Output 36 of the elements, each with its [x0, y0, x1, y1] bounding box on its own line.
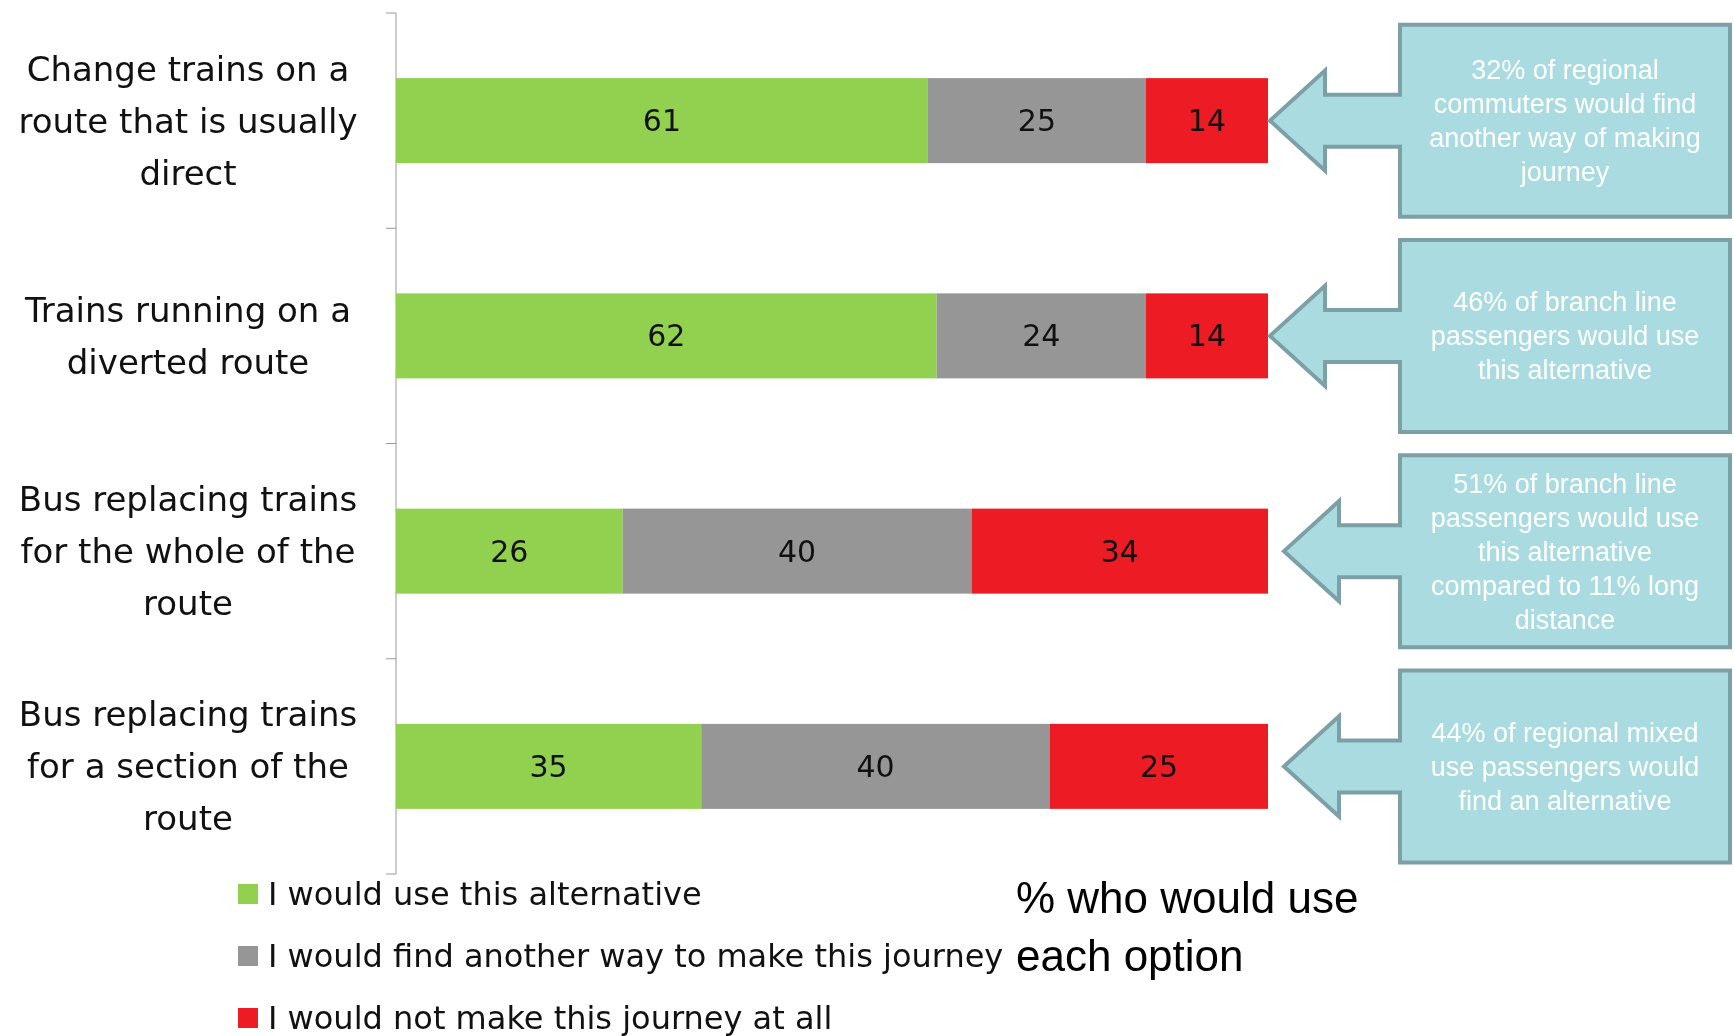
x-axis-title: % who would use each option [1016, 873, 1359, 981]
text: 32% of regional commuters would find another way of making journey [1429, 55, 1701, 188]
bar [927, 78, 1146, 164]
y-tick-label: Change trains on a route that is usually direct [18, 48, 358, 193]
y-tick-label: Bus replacing trains for the whole of the route [18, 479, 358, 624]
bar [1145, 293, 1268, 379]
data-label: 14 [1187, 103, 1227, 139]
bar [396, 78, 928, 164]
bar [622, 508, 972, 594]
data-label: 25 [1017, 103, 1057, 139]
y-tick-label: Trains running on a diverted route [23, 289, 352, 382]
data-label: 62 [647, 318, 686, 354]
text: 46% of branch line passengers would use this alternative [1430, 287, 1700, 386]
bar [971, 508, 1268, 594]
legend-label: I would use this alternative [268, 875, 702, 914]
bar [396, 293, 937, 379]
bar [396, 508, 623, 594]
bar [936, 293, 1146, 379]
bar [1145, 78, 1268, 164]
bar [396, 723, 702, 809]
bar [1050, 723, 1268, 809]
text: 51% of branch line passengers would use this alternative compared to 11% long distance [1430, 468, 1700, 635]
data-label: 14 [1187, 318, 1227, 354]
data-label: 40 [778, 533, 817, 569]
legend-label: I would find another way to make this journey [268, 937, 1004, 976]
data-label: 26 [490, 533, 529, 569]
text: 44% of regional mixed use passengers would find an alternative [1430, 717, 1700, 816]
data-label: 35 [529, 748, 568, 784]
data-label: 25 [1139, 748, 1179, 784]
y-tick-label: Bus replacing trains for a section of the route [18, 694, 358, 839]
legend-label: I would not make this journey at all [268, 999, 833, 1036]
data-label: 34 [1100, 533, 1139, 569]
bar [701, 723, 1050, 809]
data-label: 40 [856, 748, 895, 784]
data-label: 24 [1022, 318, 1061, 354]
data-label: 61 [642, 103, 682, 139]
